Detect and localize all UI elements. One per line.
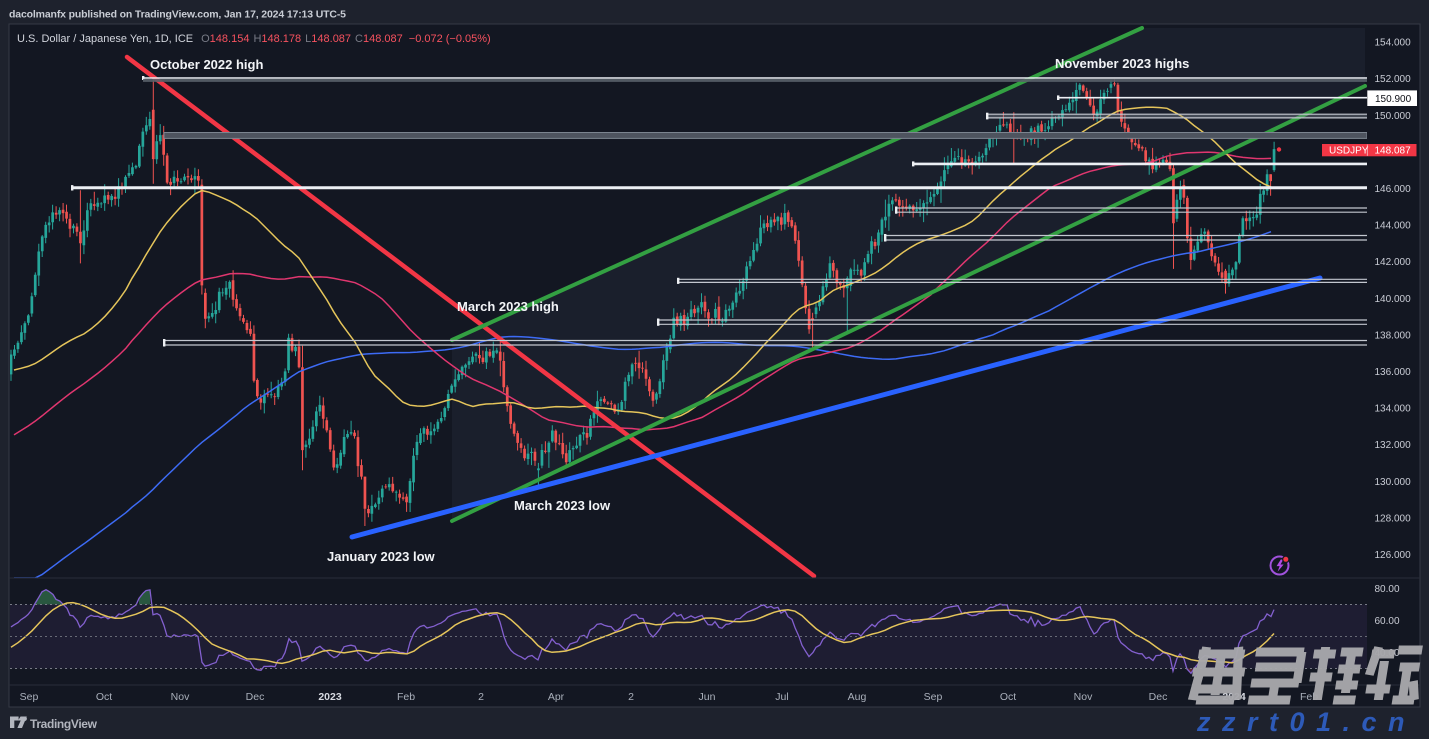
svg-text:148.087: 148.087 bbox=[1375, 146, 1412, 157]
svg-text:154.000: 154.000 bbox=[1375, 38, 1412, 49]
svg-text:October 2022 high: October 2022 high bbox=[150, 57, 263, 72]
svg-text:138.000: 138.000 bbox=[1375, 330, 1412, 341]
svg-text:136.000: 136.000 bbox=[1375, 367, 1412, 378]
svg-text:Dec: Dec bbox=[246, 691, 265, 703]
svg-text:USDJPY: USDJPY bbox=[1329, 146, 1369, 157]
svg-text:128.000: 128.000 bbox=[1375, 513, 1412, 524]
svg-text:Nov: Nov bbox=[1074, 691, 1093, 703]
svg-text:Sep: Sep bbox=[20, 691, 39, 703]
svg-text:Sep: Sep bbox=[924, 691, 943, 703]
svg-text:150.900: 150.900 bbox=[1375, 94, 1412, 105]
svg-text:Nov: Nov bbox=[171, 691, 190, 703]
svg-text:zzrt01.cn: zzrt01.cn bbox=[1196, 707, 1416, 737]
svg-text:March 2023 low: March 2023 low bbox=[514, 498, 611, 513]
svg-text:130.000: 130.000 bbox=[1375, 477, 1412, 488]
svg-text:2: 2 bbox=[628, 691, 634, 703]
svg-text:Apr: Apr bbox=[548, 691, 565, 703]
svg-text:2: 2 bbox=[478, 691, 484, 703]
svg-text:TradingView: TradingView bbox=[30, 717, 98, 731]
svg-text:Oct: Oct bbox=[96, 691, 112, 703]
svg-text:March 2023 high: March 2023 high bbox=[457, 299, 559, 314]
svg-text:144.000: 144.000 bbox=[1375, 221, 1412, 232]
svg-text:November 2023 highs: November 2023 highs bbox=[1055, 56, 1189, 71]
svg-text:126.000: 126.000 bbox=[1375, 550, 1412, 561]
svg-text:140.000: 140.000 bbox=[1375, 294, 1412, 305]
svg-text:150.000: 150.000 bbox=[1375, 111, 1412, 122]
svg-text:U.S. Dollar / Japanese Yen, 1D: U.S. Dollar / Japanese Yen, 1D, ICE O148.… bbox=[17, 33, 491, 45]
svg-text:142.000: 142.000 bbox=[1375, 257, 1412, 268]
svg-text:Jul: Jul bbox=[775, 691, 788, 703]
svg-text:60.00: 60.00 bbox=[1375, 616, 1400, 627]
svg-text:2023: 2023 bbox=[318, 691, 342, 703]
svg-text:80.00: 80.00 bbox=[1375, 584, 1400, 595]
svg-text:152.000: 152.000 bbox=[1375, 74, 1412, 85]
svg-text:dacolmanfx published on Tradin: dacolmanfx published on TradingView.com,… bbox=[9, 9, 346, 21]
svg-text:Dec: Dec bbox=[1149, 691, 1168, 703]
svg-text:134.000: 134.000 bbox=[1375, 404, 1412, 415]
svg-text:January 2023 low: January 2023 low bbox=[327, 549, 436, 564]
svg-text:Jun: Jun bbox=[699, 691, 716, 703]
svg-text:132.000: 132.000 bbox=[1375, 440, 1412, 451]
svg-text:Feb: Feb bbox=[397, 691, 415, 703]
svg-text:Aug: Aug bbox=[848, 691, 867, 703]
svg-text:146.000: 146.000 bbox=[1375, 184, 1412, 195]
svg-text:Oct: Oct bbox=[1000, 691, 1016, 703]
